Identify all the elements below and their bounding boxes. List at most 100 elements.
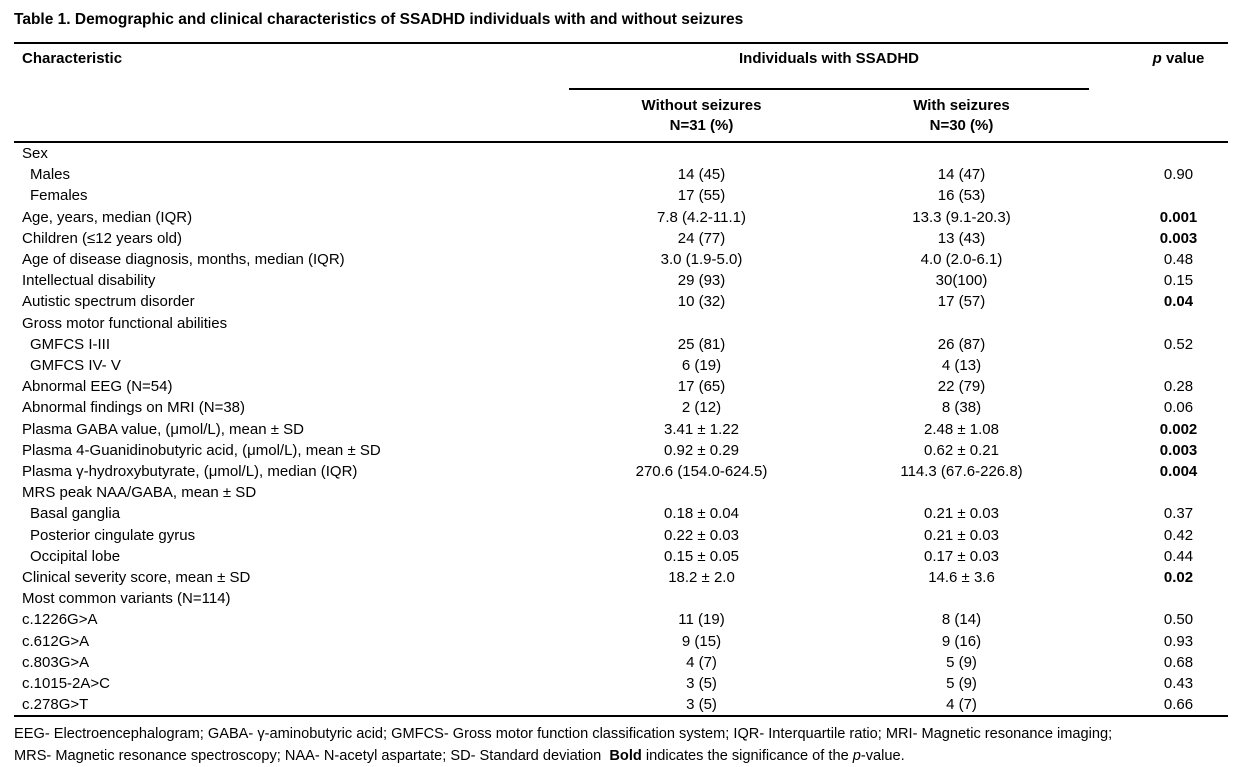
characteristic-cell: Gross motor functional abilities — [22, 314, 228, 332]
footnote-p-italic: p — [852, 747, 861, 764]
with-seizures-cell — [834, 588, 1089, 609]
p-value-cell: 0.52 — [1163, 335, 1194, 353]
with-seizures-cell: 0.17 ± 0.03 — [924, 547, 999, 565]
without-seizures-cell: 11 (19) — [678, 611, 725, 629]
without-seizures-cell: 0.18 ± 0.04 — [664, 505, 739, 523]
p-value-cell: 0.66 — [1163, 696, 1194, 714]
characteristic-cell: Most common variants (N=114) — [22, 590, 231, 608]
p-value-cell: 0.68 — [1163, 653, 1194, 671]
p-value-cell — [1089, 313, 1228, 334]
table-row: Clinical severity score, mean ± SD 18.2 ±… — [14, 567, 1228, 588]
footnote-line-2: MRS- Magnetic resonance spectroscopy; NA… — [14, 746, 1243, 767]
table-body: Sex Males 14 (45) 14 (47) 0.90 Females 17 (55)… — [14, 142, 1228, 716]
without-seizures-cell: 0.22 ± 0.03 — [664, 526, 739, 544]
table-row: Sex — [14, 142, 1228, 164]
with-seizures-cell: 5 (9) — [946, 675, 977, 693]
characteristic-cell: c.278G>T — [22, 696, 89, 714]
with-seizures-header-line1: With seizures — [913, 97, 1010, 114]
without-seizures-cell: 3 (5) — [686, 675, 717, 693]
p-value-cell — [1089, 142, 1228, 164]
without-seizures-cell: 24 (77) — [677, 229, 726, 247]
p-value-cell: 0.48 — [1163, 251, 1194, 269]
p-value-cell: 0.50 — [1163, 611, 1194, 629]
p-value-cell: 0.44 — [1163, 547, 1194, 565]
p-value-cell: 0.37 — [1163, 505, 1194, 523]
without-seizures-cell: 18.2 ± 2.0 — [668, 569, 735, 587]
table-row: c.278G>T 3 (5) 4 (7) 0.66 — [14, 694, 1228, 716]
table-row: Age of disease diagnosis, months, median… — [14, 249, 1228, 270]
without-seizures-cell: 7.8 (4.2-11.1) — [657, 208, 746, 226]
table-row: Males 14 (45) 14 (47) 0.90 — [14, 164, 1228, 185]
table-row: Plasma GABA value, (μmol/L), mean ± SD 3.… — [14, 419, 1228, 440]
table-row: Occipital lobe 0.15 ± 0.05 0.17 ± 0.03 0.44 — [14, 546, 1228, 567]
characteristic-cell: Males — [30, 166, 71, 184]
characteristic-cell: Basal ganglia — [30, 505, 121, 523]
with-seizures-cell: 14.6 ± 3.6 — [928, 569, 995, 587]
without-seizures-cell: 6 (19) — [681, 357, 722, 375]
table-row: Gross motor functional abilities — [14, 313, 1228, 334]
characteristic-cell: Autistic spectrum disorder — [22, 293, 195, 311]
without-seizures-cell — [569, 142, 834, 164]
without-seizures-cell: 3 (5) — [686, 696, 717, 714]
with-seizures-cell: 9 (16) — [941, 632, 982, 650]
characteristic-cell: Occipital lobe — [30, 547, 121, 565]
p-value-cell: 0.04 — [1163, 293, 1194, 311]
table-row: Abnormal EEG (N=54) 17 (65) 22 (79) 0.28 — [14, 376, 1228, 397]
without-seizures-cell — [569, 482, 834, 503]
p-value-cell: 0.002 — [1159, 420, 1198, 438]
characteristic-cell: c.1015-2A>C — [22, 675, 110, 693]
header-row-subcolumns: Without seizures N=31 (%) With seizures … — [14, 89, 1228, 143]
with-seizures-cell: 0.21 ± 0.03 — [924, 526, 999, 544]
with-seizures-cell: 30(100) — [935, 272, 988, 290]
without-seizures-cell: 17 (65) — [677, 378, 726, 396]
characteristic-header: Characteristic — [14, 43, 569, 143]
without-seizures-cell: 3.0 (1.9-5.0) — [660, 251, 743, 269]
without-seizures-cell: 17 (55) — [677, 187, 726, 205]
table-row: c.803G>A 4 (7) 5 (9) 0.68 — [14, 652, 1228, 673]
characteristic-cell: MRS peak NAA/GABA, mean ± SD — [22, 484, 257, 502]
without-seizures-cell: 4 (7) — [686, 653, 717, 671]
without-seizures-cell: 270.6 (154.0-624.5) — [635, 463, 768, 481]
without-seizures-cell: 14 (45) — [677, 166, 726, 184]
p-value-cell: 0.15 — [1163, 272, 1194, 290]
without-seizures-cell: 3.41 ± 1.22 — [664, 420, 739, 438]
with-seizures-cell — [834, 482, 1089, 503]
characteristic-cell: Sex — [22, 145, 48, 162]
table-row: Plasma 4-Guanidinobutyric acid, (μmol/L)… — [14, 440, 1228, 461]
without-seizures-cell — [569, 313, 834, 334]
characteristic-cell: GMFCS I-III — [30, 335, 110, 353]
p-value-cell: 0.93 — [1163, 632, 1194, 650]
with-seizures-cell: 5 (9) — [946, 653, 977, 671]
with-seizures-cell: 8 (14) — [941, 611, 982, 629]
p-value-cell: 0.003 — [1159, 441, 1198, 459]
with-seizures-cell: 4 (13) — [941, 357, 982, 375]
table-row: Autistic spectrum disorder 10 (32) 17 (57)… — [14, 291, 1228, 312]
p-value-header-rest: value — [1161, 50, 1205, 67]
group-header: Individuals with SSADHD — [569, 43, 1090, 90]
header-row-group: Characteristic Individuals with SSADHD p… — [14, 43, 1229, 143]
characteristic-cell: Females — [30, 187, 88, 205]
p-value-cell: 0.003 — [1159, 229, 1198, 247]
without-seizures-header-line2: N=31 (%) — [669, 117, 734, 134]
with-seizures-cell: 16 (53) — [937, 187, 986, 205]
p-value-cell — [1089, 588, 1228, 609]
with-seizures-cell: 8 (38) — [941, 399, 982, 417]
with-seizures-cell: 0.62 ± 0.21 — [924, 441, 999, 459]
p-value-cell: 0.28 — [1163, 378, 1194, 396]
with-seizures-cell — [834, 313, 1089, 334]
table-row: c.612G>A 9 (15) 9 (16) 0.93 — [14, 631, 1228, 652]
p-value-cell: 0.004 — [1159, 463, 1198, 481]
without-seizures-cell: 10 (32) — [677, 293, 726, 311]
characteristic-cell: Age, years, median (IQR) — [22, 208, 193, 226]
with-seizures-cell: 13.3 (9.1-20.3) — [912, 208, 1011, 226]
characteristic-cell: c.1226G>A — [22, 611, 98, 629]
without-seizures-cell — [569, 588, 834, 609]
footnote-line-1: EEG- Electroencephalogram; GABA- γ-amino… — [14, 726, 1113, 743]
p-value-cell: 0.90 — [1163, 166, 1194, 184]
characteristic-cell: Plasma GABA value, (μmol/L), mean ± SD — [22, 420, 304, 438]
table-title: Table 1. Demographic and clinical charac… — [14, 11, 744, 28]
p-value-header-italic: p — [1152, 50, 1162, 67]
table-row: Age, years, median (IQR) 7.8 (4.2-11.1) 13… — [14, 207, 1228, 228]
footnote-line2-after: -value. — [860, 747, 905, 764]
